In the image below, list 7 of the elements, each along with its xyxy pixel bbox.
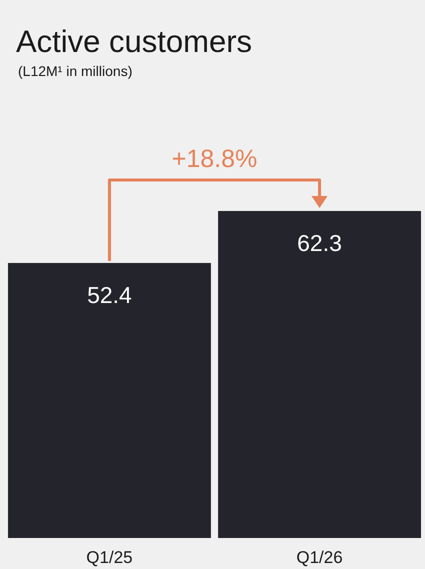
chart-title: Active customers [16, 24, 252, 59]
x-tick-label: Q1/26 [296, 548, 343, 567]
x-tick-label: Q1/25 [86, 548, 133, 567]
chart-subtitle: (L12M¹ in millions) [18, 63, 132, 79]
data-label: 62.3 [297, 230, 342, 256]
text: +18.8% [172, 145, 258, 173]
data-label: 52.4 [87, 282, 132, 308]
